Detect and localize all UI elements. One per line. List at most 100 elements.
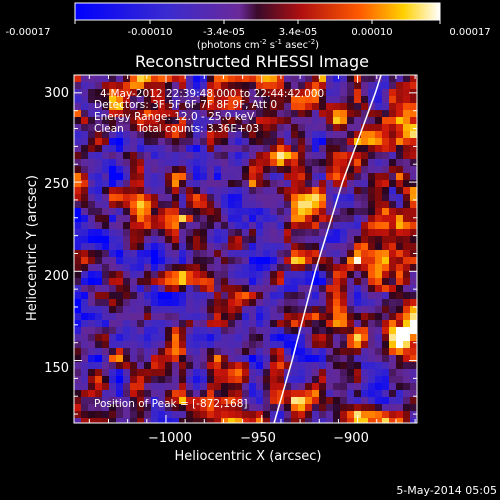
heatmap-cell (116, 145, 124, 153)
heatmap-cell (291, 187, 299, 195)
heatmap-cell (396, 271, 404, 279)
heatmap-cell (200, 264, 208, 272)
heatmap-cell (354, 201, 362, 209)
heatmap-cell (200, 250, 208, 258)
heatmap-cell (74, 292, 82, 300)
heatmap-cell (172, 383, 180, 391)
heatmap-cell (396, 201, 404, 209)
colorbar-tick-label-4: 3.4e-05 (279, 27, 317, 38)
heatmap-cell (102, 348, 110, 356)
heatmap-cell (298, 404, 306, 412)
heatmap-cell (291, 362, 299, 370)
heatmap-image (74, 75, 417, 423)
heatmap-cell (277, 201, 285, 209)
heatmap-cell (375, 418, 383, 423)
heatmap-cell (193, 82, 201, 90)
heatmap-cell (102, 383, 110, 391)
heatmap-cell (291, 306, 299, 314)
heatmap-cell (116, 397, 124, 405)
heatmap-cell (207, 390, 215, 398)
heatmap-cell (284, 82, 292, 90)
heatmap-cell (361, 334, 369, 342)
heatmap-cell (382, 418, 390, 423)
heatmap-cell (242, 313, 250, 321)
y-axis-label: Heliocentric Y (arcsec) (25, 175, 40, 321)
heatmap-cell (263, 278, 271, 286)
heatmap-cell (186, 327, 194, 335)
heatmap-cell (284, 313, 292, 321)
heatmap-cell (326, 131, 334, 139)
heatmap-cell (137, 243, 145, 251)
heatmap-cell (88, 327, 96, 335)
heatmap-cell (382, 362, 390, 370)
heatmap-cell (193, 257, 201, 265)
heatmap-cell (144, 201, 152, 209)
heatmap-cell (298, 299, 306, 307)
heatmap-cell (312, 390, 320, 398)
heatmap-cell (333, 390, 341, 398)
heatmap-cell (354, 166, 362, 174)
heatmap-cell (263, 159, 271, 167)
heatmap-cell (179, 89, 187, 97)
colorbar-tick-label-2: -0.00010 (128, 27, 173, 38)
heatmap-cell (333, 271, 341, 279)
heatmap-cell (74, 180, 82, 188)
heatmap-cell (109, 124, 117, 132)
heatmap-cell (228, 236, 236, 244)
heatmap-cell (137, 138, 145, 146)
heatmap-cell (305, 110, 313, 118)
heatmap-cell (116, 278, 124, 286)
heatmap-cell (298, 285, 306, 293)
heatmap-cell (123, 187, 131, 195)
heatmap-cell (284, 376, 292, 384)
heatmap-cell (186, 236, 194, 244)
heatmap-cell (158, 355, 166, 363)
heatmap-cell (116, 271, 124, 279)
heatmap-cell (389, 376, 397, 384)
heatmap-cell (165, 96, 173, 104)
heatmap-cell (221, 194, 229, 202)
heatmap-cell (116, 348, 124, 356)
heatmap-cell (249, 278, 257, 286)
heatmap-cell (396, 152, 404, 160)
heatmap-cell (403, 89, 411, 97)
heatmap-cell (298, 201, 306, 209)
heatmap-cell (270, 369, 278, 377)
heatmap-cell (144, 390, 152, 398)
heatmap-cell (242, 215, 250, 223)
heatmap-cell (109, 306, 117, 314)
heatmap-cell (263, 411, 271, 419)
heatmap-cell (354, 306, 362, 314)
heatmap-cell (340, 404, 348, 412)
heatmap-cell (123, 341, 131, 349)
heatmap-cell (305, 187, 313, 195)
y-tick-label-1: 150 (44, 361, 69, 376)
heatmap-cell (263, 257, 271, 265)
heatmap-cell (193, 194, 201, 202)
heatmap-cell (179, 138, 187, 146)
heatmap-cell (389, 383, 397, 391)
heatmap-cell (186, 131, 194, 139)
heatmap-cell (284, 96, 292, 104)
heatmap-cell (305, 362, 313, 370)
heatmap-cell (123, 369, 131, 377)
heatmap-cell (200, 173, 208, 181)
heatmap-cell (298, 348, 306, 356)
heatmap-cell (228, 418, 236, 423)
heatmap-cell (95, 376, 103, 384)
heatmap-cell (249, 96, 257, 104)
heatmap-cell (214, 103, 222, 111)
heatmap-cell (298, 278, 306, 286)
heatmap-cell (277, 376, 285, 384)
heatmap-cell (214, 376, 222, 384)
heatmap-cell (305, 355, 313, 363)
heatmap-cell (389, 355, 397, 363)
heatmap-cell (88, 173, 96, 181)
heatmap-cell (116, 138, 124, 146)
heatmap-cell (95, 173, 103, 181)
heatmap-cell (179, 341, 187, 349)
heatmap-cell (221, 222, 229, 230)
heatmap-cell (256, 341, 264, 349)
heatmap-cell (368, 250, 376, 258)
heatmap-cell (277, 250, 285, 258)
